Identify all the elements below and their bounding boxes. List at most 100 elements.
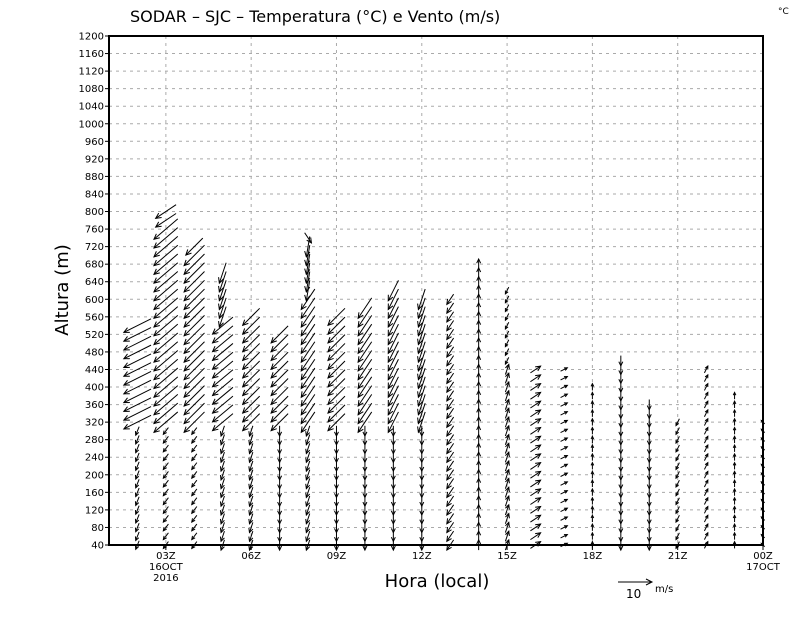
wind-vector-shaft <box>504 313 510 321</box>
wind-vector <box>504 389 510 402</box>
y-tick-label: 1000 <box>79 119 104 130</box>
wind-vector-shaft <box>305 504 311 516</box>
wind-vector-head <box>218 294 224 302</box>
wind-vector <box>530 444 542 453</box>
y-tick-label: 720 <box>85 242 104 253</box>
wind-vector-shaft <box>504 416 510 428</box>
wind-vector-shaft <box>270 325 289 344</box>
wind-vector-head <box>162 439 167 445</box>
wind-vector-head <box>153 409 160 416</box>
wind-vector-head <box>732 496 737 501</box>
wind-vector-head <box>191 500 196 506</box>
wind-vector-head <box>270 389 277 397</box>
wind-vector <box>248 513 254 525</box>
wind-vector-head <box>219 475 225 481</box>
wind-vector-head <box>390 466 396 473</box>
y-axis: 40 80 120 160 200 240 280 320 360 400 440 480 520 560… <box>79 32 109 552</box>
wind-vector-head <box>191 448 196 453</box>
wind-vector-shaft <box>387 394 399 416</box>
wind-vector <box>476 389 482 401</box>
wind-vector-head <box>675 448 680 453</box>
wind-vector-head <box>184 249 192 256</box>
wind-vector-head <box>646 493 652 499</box>
wind-vector-head <box>134 527 140 533</box>
wind-vector <box>305 443 311 455</box>
wind-vector-head <box>387 408 394 416</box>
wind-vector <box>211 378 234 397</box>
wind-vector <box>560 367 569 372</box>
wind-vector-shaft <box>153 236 179 258</box>
wind-vector-shaft <box>162 444 169 453</box>
wind-vector-head <box>122 423 130 430</box>
wind-vector-shaft <box>153 385 179 407</box>
wind-vector <box>153 297 179 320</box>
wind-vector-shaft <box>212 395 234 414</box>
wind-vector-head <box>357 408 364 416</box>
wind-vector <box>560 455 569 460</box>
wind-vector <box>417 367 426 390</box>
wind-vector-head <box>304 286 311 294</box>
wind-vector <box>476 301 482 314</box>
wind-vector-head <box>162 491 167 497</box>
wind-vector-shaft <box>191 462 198 470</box>
wind-vector-head <box>732 522 737 528</box>
wind-vector <box>300 411 316 434</box>
wind-vector-shaft <box>153 411 179 433</box>
wind-vector-shaft <box>153 297 179 319</box>
wind-vector <box>446 346 455 358</box>
wind-vector <box>191 506 198 515</box>
wind-vector-head <box>305 545 311 552</box>
wind-vector <box>446 451 455 464</box>
y-tick-label: 160 <box>85 488 104 499</box>
wind-vector-head <box>183 303 190 311</box>
wind-vector-head <box>211 354 219 362</box>
wind-vector <box>248 443 254 455</box>
wind-vector-shaft <box>327 369 346 388</box>
wind-vector-head <box>211 381 219 388</box>
wind-vector <box>675 488 680 497</box>
wind-vector-shaft <box>504 304 510 312</box>
wind-vector-head <box>387 303 394 311</box>
wind-vector <box>446 329 455 341</box>
wind-vector-shaft <box>387 359 399 380</box>
wind-vector-head <box>387 400 394 408</box>
wind-vector-shaft <box>703 488 709 496</box>
wind-vector-head <box>305 457 311 464</box>
wind-vector-shaft <box>417 376 426 398</box>
wind-vector-head <box>446 360 452 367</box>
y-tick-label: 680 <box>85 260 104 271</box>
wind-vector-head <box>390 545 396 552</box>
wind-vector <box>153 306 179 328</box>
wind-vector-head <box>327 319 334 327</box>
wind-vector-head <box>362 449 368 455</box>
wind-vector-shaft <box>248 469 254 481</box>
wind-vector-head <box>618 414 624 420</box>
wind-vector-shaft <box>675 515 680 523</box>
wind-vector-head <box>390 519 396 525</box>
wind-vector-shaft <box>446 530 455 542</box>
wind-vector <box>387 332 399 355</box>
wind-vector-head <box>362 510 368 517</box>
wind-vector-head <box>390 501 396 508</box>
wind-vector-shaft <box>123 318 152 333</box>
wind-vector <box>703 461 709 470</box>
wind-vector-shaft <box>248 460 254 472</box>
wind-vector <box>590 408 595 417</box>
wind-vector-head <box>162 535 167 541</box>
x-tick-label: 00Z <box>753 551 773 562</box>
wind-vector <box>153 358 179 381</box>
wind-vector <box>183 315 205 337</box>
wind-vector <box>560 384 569 390</box>
wind-vector-head <box>362 457 368 464</box>
wind-vector-shaft <box>191 514 198 523</box>
wind-vector-shaft <box>530 418 541 426</box>
wind-vector <box>304 262 311 285</box>
wind-vector-head <box>211 328 219 335</box>
wind-vector-shaft <box>191 506 198 514</box>
wind-vector-shaft <box>327 351 346 370</box>
wind-vector <box>504 339 510 348</box>
wind-vector <box>357 332 373 355</box>
wind-vector-head <box>590 540 595 545</box>
y-tick-label: 880 <box>85 172 104 183</box>
wind-vector-head <box>357 321 364 328</box>
